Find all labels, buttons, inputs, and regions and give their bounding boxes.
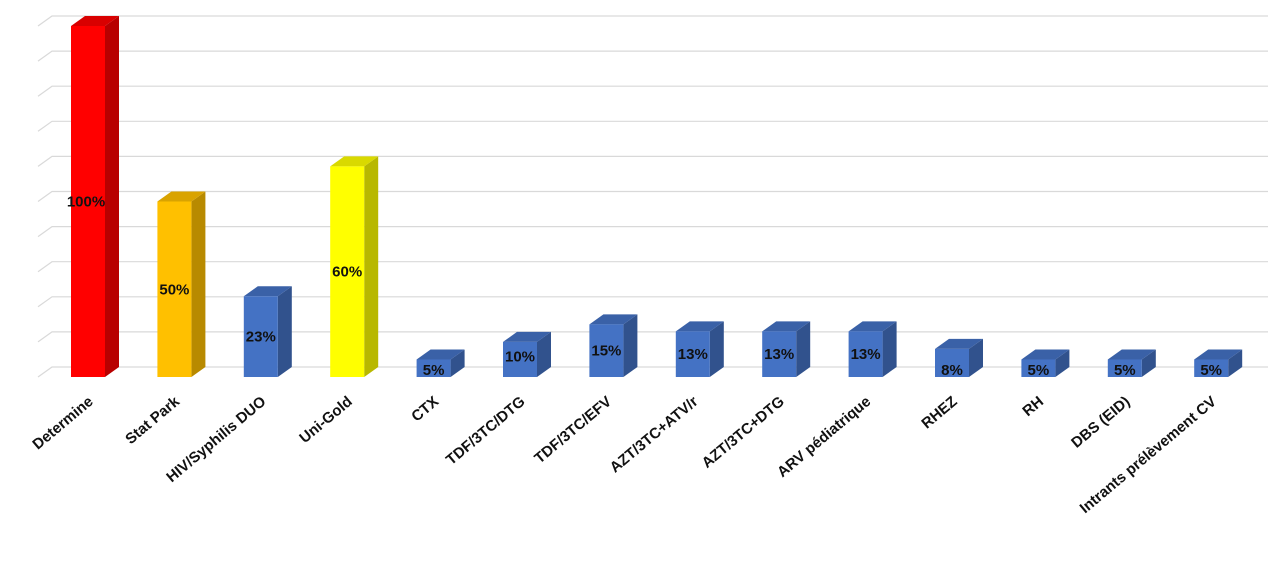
bar <box>71 16 119 377</box>
data-label: 15% <box>591 343 621 360</box>
category-label: Uni-Gold <box>296 393 355 447</box>
bar <box>503 331 551 377</box>
bar-side <box>969 338 983 377</box>
category-label: TDF/3TC/DTG <box>443 393 529 469</box>
data-label: 10% <box>505 348 535 365</box>
bar-front <box>503 341 537 377</box>
bar-front <box>675 331 710 377</box>
gridline <box>37 190 1268 202</box>
data-label: 5% <box>1028 362 1050 379</box>
data-label: 60% <box>332 264 362 281</box>
data-label: 5% <box>1114 362 1136 379</box>
bar-front <box>157 201 192 377</box>
bar <box>848 321 897 377</box>
gridline <box>37 15 1268 27</box>
gridline <box>37 366 1268 378</box>
category-label: AZT/3TC+DTG <box>699 393 788 472</box>
bar <box>675 321 724 377</box>
bar-side <box>1141 349 1156 377</box>
category-label: ARV pédiatrique <box>774 393 874 481</box>
bar-front <box>1194 359 1229 377</box>
bar <box>243 286 292 377</box>
bar <box>1021 349 1070 377</box>
bar <box>157 191 206 377</box>
category-label: Determine <box>29 393 96 453</box>
bar-side <box>450 349 465 377</box>
data-label: 5% <box>423 362 445 379</box>
bar-side <box>105 16 119 377</box>
bar-top <box>1021 349 1070 360</box>
bar <box>589 314 638 377</box>
bar-front <box>1107 359 1142 377</box>
bar-front <box>935 348 969 377</box>
data-label: 5% <box>1200 362 1222 379</box>
bar-top <box>935 338 983 349</box>
bar-front <box>330 166 365 377</box>
category-label: TDF/3TC/EFV <box>531 393 615 467</box>
category-label: RHEZ <box>918 393 960 432</box>
bar-front <box>1021 359 1056 377</box>
data-label: 8% <box>941 362 963 379</box>
bar <box>762 321 811 377</box>
gridline <box>37 226 1268 238</box>
bar-front <box>762 331 797 377</box>
data-label: 100% <box>67 194 105 211</box>
data-label: 13% <box>678 346 708 363</box>
bar-top <box>243 286 292 297</box>
gridline <box>37 261 1268 273</box>
gridline <box>37 85 1268 97</box>
chart-value-labels: 100% 50% 23% 60% 5% 10% 15% 13% 13% 13% 8% 5% 5% 5% <box>67 194 1222 380</box>
bar-side <box>537 331 551 377</box>
bar <box>330 156 379 377</box>
gridline <box>37 50 1268 62</box>
bar-top <box>762 321 811 332</box>
bar-top <box>848 321 897 332</box>
bar <box>1107 349 1156 377</box>
bar-top <box>330 156 379 167</box>
bar-side <box>1055 349 1070 377</box>
bar-top <box>1107 349 1156 360</box>
category-label: DBS (EID) <box>1068 393 1133 452</box>
bar-side <box>364 156 379 377</box>
bar-top <box>157 191 206 202</box>
bar <box>416 349 465 377</box>
gridline <box>37 120 1268 132</box>
bar-front <box>243 296 278 377</box>
category-label: Intrants prélèvement CV <box>1077 393 1220 517</box>
bar-top <box>1194 349 1243 360</box>
bar-top <box>503 331 551 342</box>
category-label: Stat Park <box>122 393 183 448</box>
bar-front <box>416 359 451 377</box>
bar-top <box>416 349 465 360</box>
data-label: 13% <box>764 346 794 363</box>
bar-top <box>589 314 638 325</box>
gridline <box>37 296 1268 308</box>
category-label: RH <box>1019 393 1047 420</box>
bar-side <box>709 321 724 377</box>
category-label: CTX <box>408 393 442 425</box>
gridline <box>37 331 1268 343</box>
chart-bars <box>71 16 1243 377</box>
gridline <box>37 155 1268 167</box>
data-label: 23% <box>246 329 276 346</box>
bar-front <box>848 331 883 377</box>
bar <box>1194 349 1243 377</box>
bar-front <box>589 324 624 377</box>
chart-gridlines <box>37 15 1268 378</box>
bar-side <box>277 286 292 377</box>
bar-side <box>623 314 638 377</box>
bar-side <box>882 321 897 377</box>
bar-top <box>71 16 119 26</box>
bar-side <box>796 321 811 377</box>
bar-front <box>71 26 105 377</box>
bar <box>935 338 983 377</box>
bar-side <box>1228 349 1243 377</box>
bar-top <box>675 321 724 332</box>
category-label: AZT/3TC+ATV/r <box>607 393 702 476</box>
data-label: 13% <box>851 346 881 363</box>
bar-side <box>191 191 206 377</box>
data-label: 50% <box>159 281 189 298</box>
